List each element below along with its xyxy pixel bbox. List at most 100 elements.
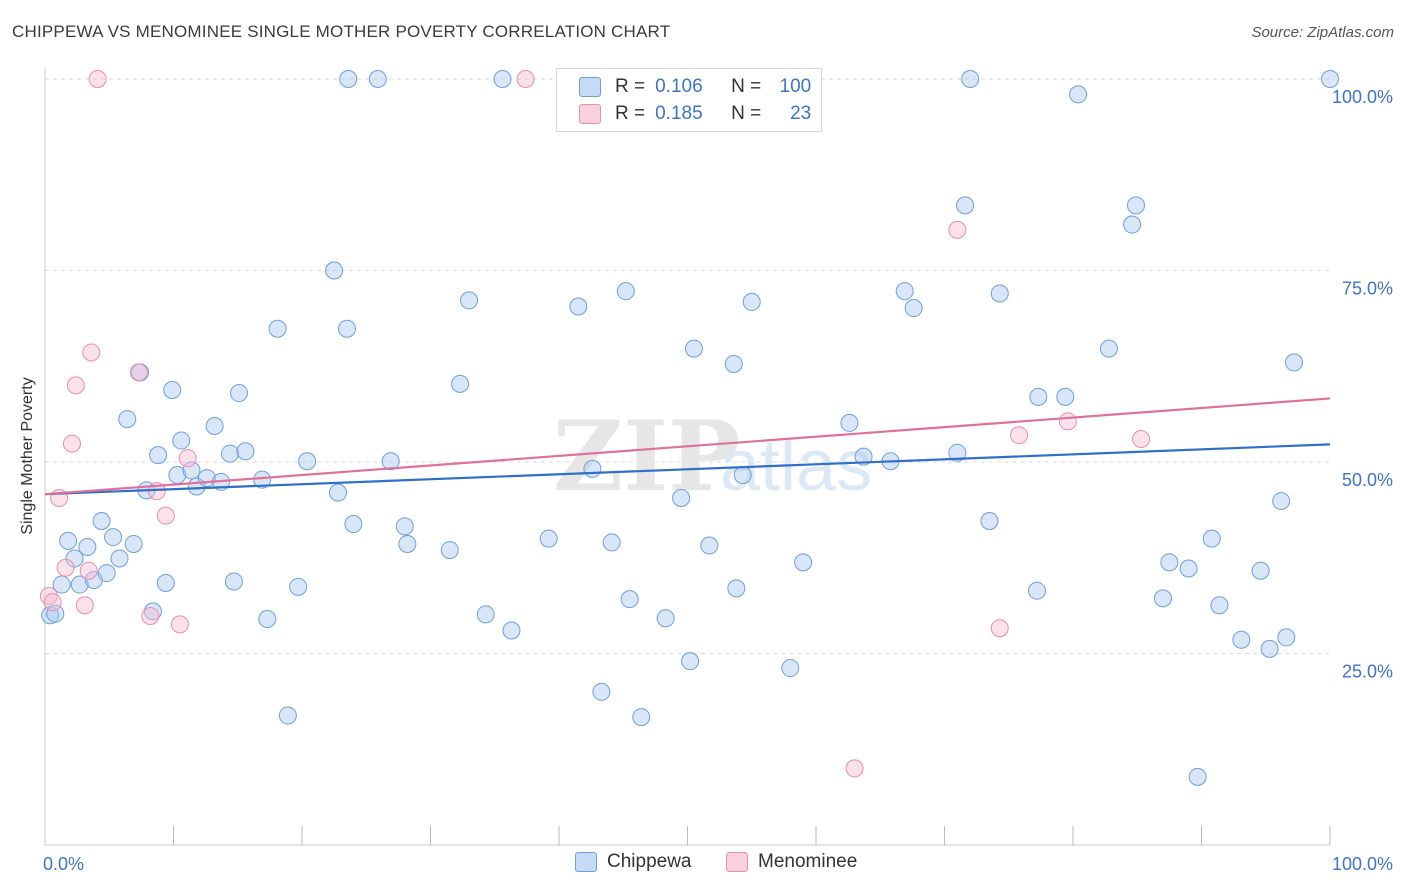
trend-line-menominee [44, 397, 1331, 496]
y-tick-label: 75.0% [1342, 279, 1393, 299]
data-point [172, 431, 191, 450]
correlation-legend: R = 0.106 N = 100 R = 0.185 N = 23 [556, 68, 822, 132]
series-points [39, 70, 1339, 786]
bottom-legend-menominee: Menominee [726, 851, 857, 873]
data-point [398, 534, 417, 553]
trend-line-chippewa [44, 443, 1331, 496]
r-label: R = [615, 103, 646, 124]
data-point [1160, 553, 1179, 572]
data-point [368, 70, 387, 88]
data-point [1058, 412, 1077, 431]
data-point [700, 536, 719, 555]
trend-lines [44, 397, 1331, 496]
data-point [52, 575, 71, 594]
grid-lines [45, 78, 1330, 654]
chart-title: CHIPPEWA VS MENOMINEE SINGLE MOTHER POVE… [12, 22, 671, 41]
x-tick-label: 100.0% [1332, 854, 1393, 874]
data-point [1321, 70, 1339, 88]
data-point [1028, 581, 1047, 600]
data-point [569, 297, 588, 316]
legend-row-chippewa: R = 0.106 N = 100 [579, 75, 811, 99]
data-point [956, 196, 975, 215]
watermark-zip: ZIP [553, 400, 740, 513]
data-point [1285, 353, 1304, 372]
data-point [1029, 387, 1048, 406]
data-point [1153, 589, 1172, 608]
data-point [156, 574, 175, 593]
data-point [451, 374, 470, 393]
data-point [395, 517, 414, 536]
y-tick-label: 50.0% [1342, 470, 1393, 490]
data-point [1056, 387, 1075, 406]
legend-label: Chippewa [607, 851, 692, 872]
series-chippewa [41, 70, 1339, 786]
data-point [990, 284, 1009, 303]
data-point [337, 319, 356, 338]
data-point [205, 416, 224, 435]
legend-label: Menominee [758, 851, 858, 872]
data-point [258, 610, 277, 629]
data-point [66, 376, 85, 395]
data-point [620, 590, 639, 609]
data-point [1188, 767, 1207, 786]
data-point [502, 621, 521, 640]
data-point [724, 354, 743, 373]
data-point [961, 70, 980, 88]
data-point [110, 549, 129, 568]
data-point [1132, 430, 1151, 449]
data-point [1179, 559, 1198, 578]
data-point [328, 483, 347, 502]
source-credit: Source: ZipAtlas.com [1251, 24, 1394, 41]
data-point [727, 579, 746, 598]
data-point [59, 531, 78, 550]
data-point [129, 363, 148, 382]
data-point [516, 70, 535, 88]
data-point [854, 447, 873, 466]
data-point [82, 343, 101, 362]
data-point [118, 410, 137, 429]
r-value: 0.106 [655, 76, 703, 97]
data-point [289, 577, 308, 596]
data-point [70, 575, 89, 594]
data-point [62, 434, 81, 453]
data-point [97, 564, 116, 583]
chippewa-swatch [575, 852, 597, 872]
data-point [156, 506, 175, 525]
data-point [268, 319, 287, 338]
data-point [1277, 628, 1296, 647]
data-point [733, 466, 752, 485]
data-point [298, 452, 317, 471]
data-point [583, 459, 602, 478]
n-label: N = [731, 76, 762, 97]
data-point [539, 529, 558, 548]
data-point [178, 449, 197, 468]
data-point [78, 538, 97, 557]
data-point [124, 534, 143, 553]
data-point [592, 682, 611, 701]
data-point [1260, 639, 1279, 658]
data-point [1251, 561, 1270, 580]
data-point [1272, 492, 1291, 511]
data-point [840, 413, 859, 432]
data-point [1210, 596, 1229, 615]
data-point [980, 511, 999, 530]
data-point [632, 708, 651, 727]
data-point [75, 596, 94, 615]
data-point [672, 489, 691, 508]
data-point [236, 442, 255, 461]
data-point [278, 706, 297, 725]
data-point [1126, 196, 1145, 215]
data-point [1010, 426, 1029, 445]
data-point [104, 528, 123, 547]
data-point [794, 553, 813, 572]
n-value: 100 [779, 76, 812, 97]
data-point [476, 605, 495, 624]
data-point [88, 70, 107, 88]
data-point [1202, 529, 1221, 548]
data-point [79, 561, 98, 580]
data-point [990, 619, 1009, 638]
data-point [149, 446, 168, 465]
axes [44, 68, 1331, 846]
data-point [224, 572, 243, 591]
